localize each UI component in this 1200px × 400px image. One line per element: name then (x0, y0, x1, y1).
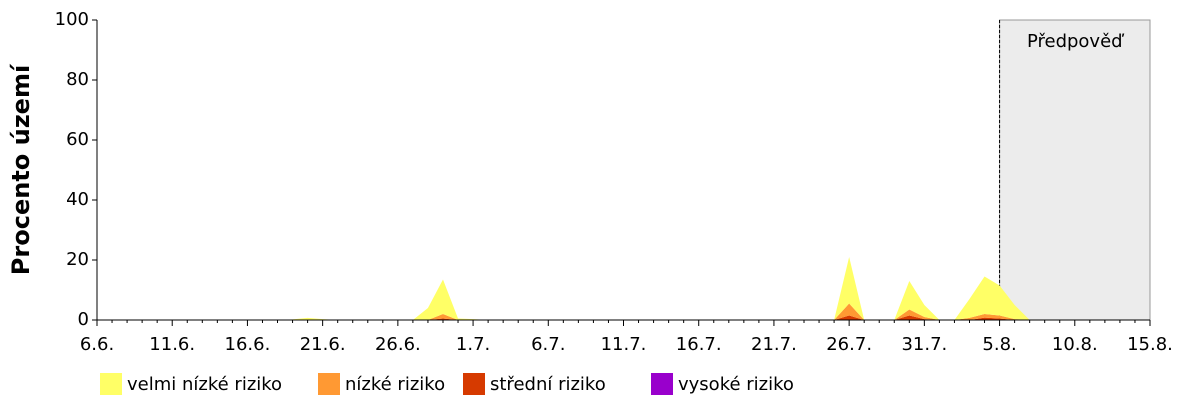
x-tick-label: 15.8. (1127, 334, 1173, 355)
y-tick-label: 40 (66, 189, 89, 210)
x-tick-label: 10.8. (1052, 334, 1098, 355)
y-axis-label: Procento území (7, 63, 35, 275)
legend-label: střední riziko (490, 374, 606, 395)
y-tick-label: 100 (55, 9, 89, 30)
x-tick-label: 11.6. (149, 334, 195, 355)
x-tick-label: 26.7. (826, 334, 872, 355)
forecast-region (999, 19, 1151, 321)
x-tick-label: 16.6. (225, 334, 271, 355)
legend-label: vysoké riziko (678, 374, 794, 395)
x-tick-label: 6.7. (531, 334, 565, 355)
legend-swatch (100, 373, 122, 395)
x-tick-label: 21.6. (300, 334, 346, 355)
y-tick-label: 20 (66, 249, 89, 270)
x-tick-label: 1.7. (456, 334, 490, 355)
y-tick-label: 80 (66, 69, 89, 90)
x-tick-label: 21.7. (751, 334, 797, 355)
x-tick-label: 31.7. (901, 334, 947, 355)
legend-label: nízké riziko (345, 374, 445, 395)
legend-swatch (318, 373, 340, 395)
x-tick-label: 5.8. (982, 334, 1016, 355)
x-tick-label: 11.7. (601, 334, 647, 355)
legend-swatch (463, 373, 485, 395)
y-tick-label: 60 (66, 129, 89, 150)
forecast-label: Předpověď (1027, 31, 1125, 52)
x-tick-label: 16.7. (676, 334, 722, 355)
legend-swatch (651, 373, 673, 395)
y-tick-label: 0 (78, 309, 89, 330)
x-tick-label: 26.6. (375, 334, 421, 355)
x-tick-label: 6.6. (80, 334, 114, 355)
area (97, 257, 1150, 320)
legend-label: velmi nízké riziko (127, 374, 282, 395)
